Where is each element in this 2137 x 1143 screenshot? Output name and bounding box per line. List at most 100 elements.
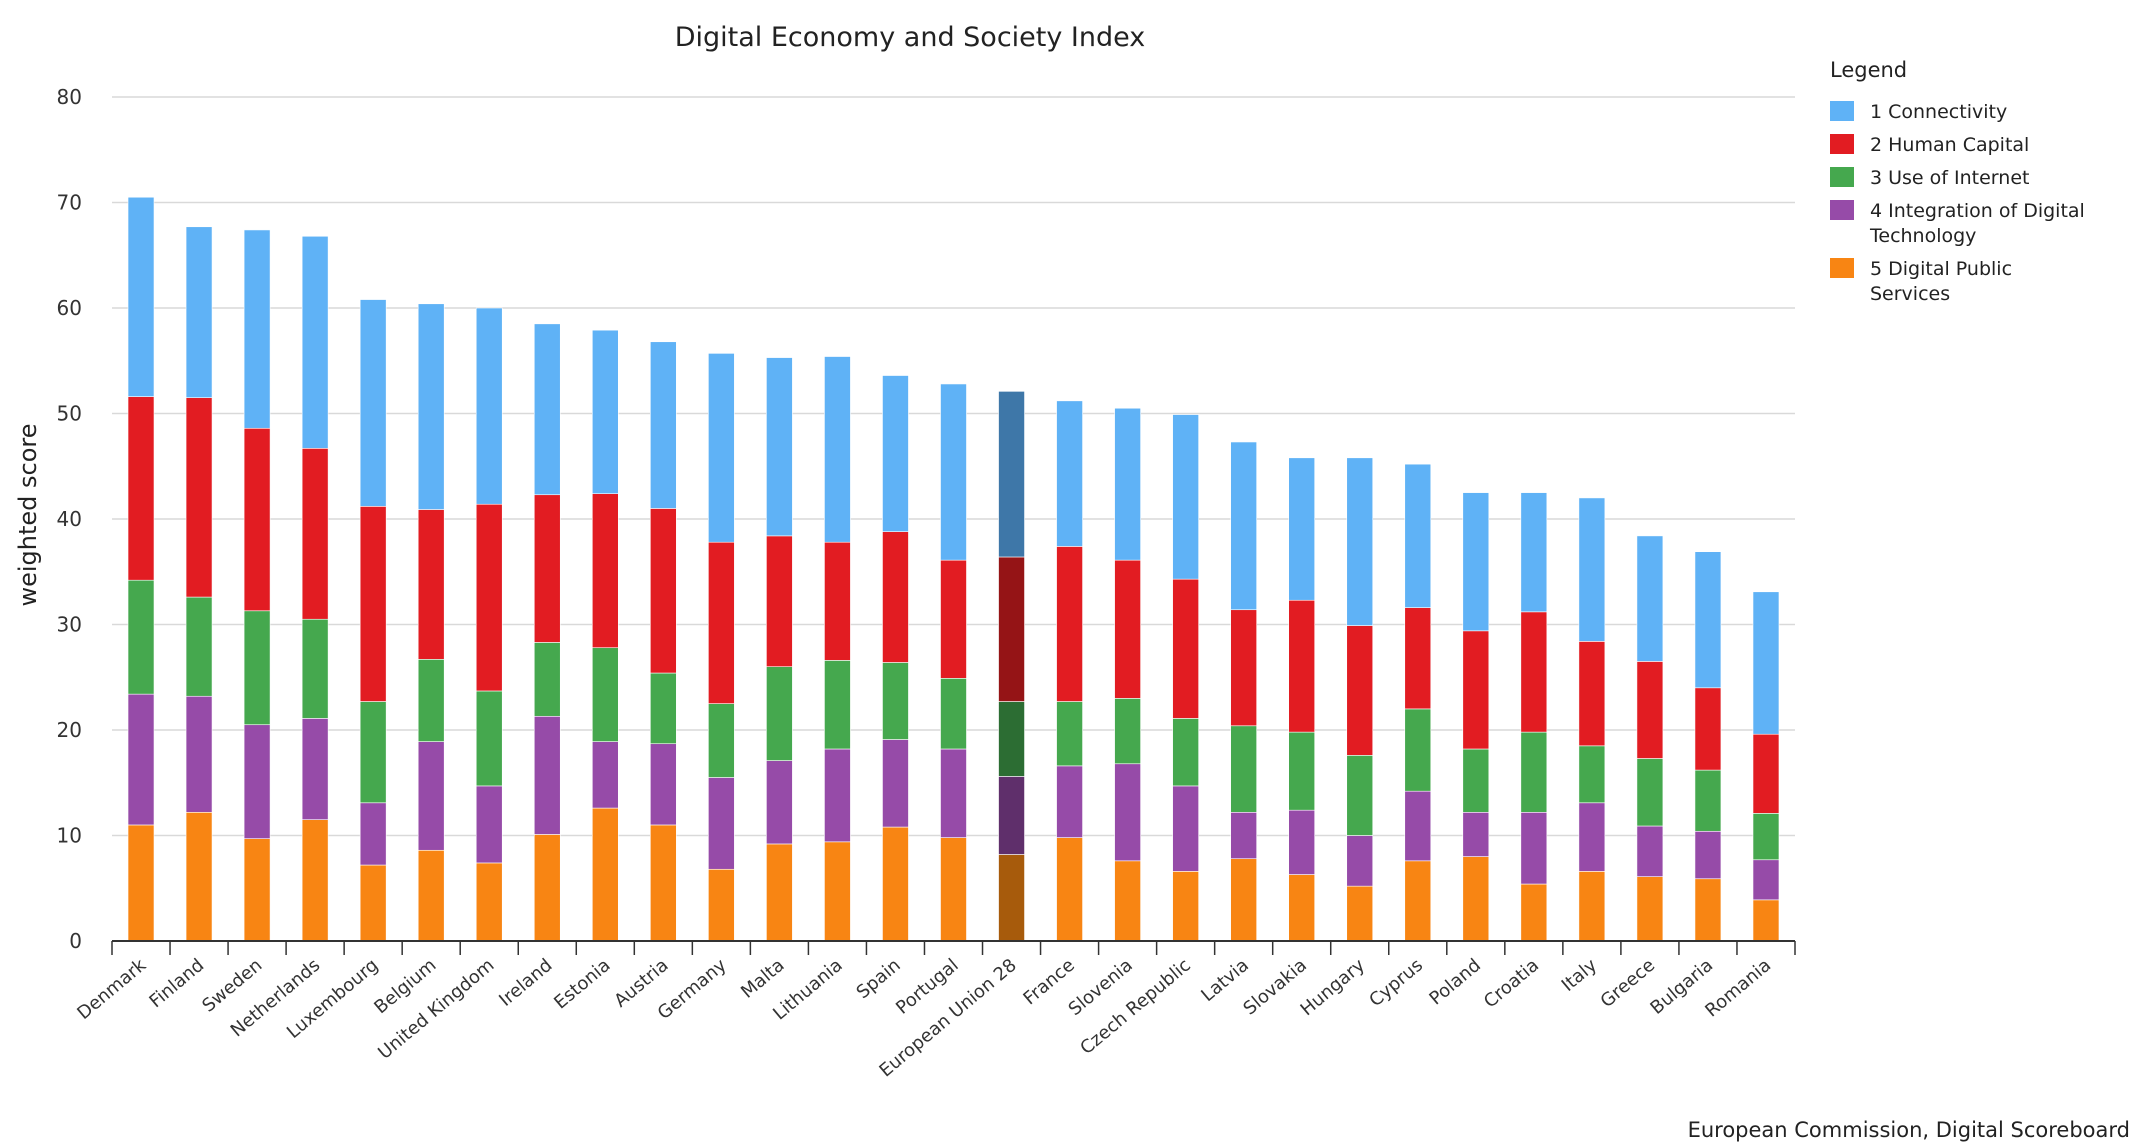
bars [127,196,1780,942]
bar-segment [1404,860,1432,942]
bar-segment [1230,609,1257,727]
bar-segment [998,776,1025,855]
bar-segment [1636,876,1664,942]
y-tick-label: 70 [57,191,82,215]
bar-segment [1288,457,1316,601]
bar-segment [1288,731,1316,811]
bar-segment [1288,599,1316,733]
bar-segment [940,383,967,561]
bar-segment [1288,809,1316,875]
bar-segment [824,356,851,543]
bar-segment [1114,860,1141,942]
bar-segment [1462,492,1490,632]
y-tick-label: 20 [57,718,82,742]
bar-segment [243,229,271,429]
bar-segment [417,303,445,510]
bar-segment [1346,625,1374,756]
chart-title: Digital Economy and Society Index [675,22,1146,53]
bar-segment [708,353,735,543]
legend-item: 5 Digital Public Services [1830,258,2012,305]
legend-label-line: Technology [1869,225,1976,247]
legend-item: 4 Integration of Digital Technology [1830,200,2085,247]
bar-segment [1230,811,1257,860]
bar-segment [127,579,155,695]
bar-segment [1404,463,1432,608]
bar-segment [185,695,213,813]
bar-segment [185,811,213,942]
bar-segment [185,226,213,398]
bar-segment [1578,871,1606,942]
bar-segment [1636,758,1664,827]
bar-segment [882,739,909,828]
bar-segment [1230,858,1257,942]
legend-label: 3 Use of Internet [1870,167,2029,189]
bar-segment [1578,641,1606,747]
bar-segment [417,509,445,660]
bar-segment [533,323,561,496]
bar-segment [650,672,677,745]
bar-segment [127,824,155,942]
bar-segment [1172,718,1199,787]
legend-title: Legend [1830,58,1907,82]
bar-segment [301,448,329,620]
legend-label-line: 5 Digital Public [1870,258,2012,280]
bar-segment [708,703,735,778]
bar-segment [1752,591,1780,735]
bar-segment [824,841,851,942]
bar-segment [1578,802,1606,872]
bar-segment [940,678,967,750]
bar-segment [417,659,445,742]
legend-item: 1 Connectivity [1830,101,2007,123]
bar-segment [1404,708,1432,792]
bar-segment [766,535,793,668]
x-tick-label: Italy [1558,955,1602,996]
bar-segment [1462,630,1490,750]
y-axis-title: weighted score [14,423,42,606]
legend-label-line: Services [1870,283,1950,305]
bar-segment [824,748,851,843]
bar-segment [1172,578,1199,719]
bar-segment [824,660,851,750]
bar-segment [940,559,967,679]
bar-segment [1694,878,1722,942]
legend-label: 4 Integration of Digital Technology [1869,200,2085,247]
bar-segment [185,397,213,598]
bar-segment [650,341,677,509]
bar-segment [1578,497,1606,642]
legend-label-line: 2 Human Capital [1870,134,2029,156]
bar-segment [1346,835,1374,887]
bar-segment [708,541,735,704]
bar-segment [591,493,619,649]
bar-segment [243,610,271,726]
x-tick-label: Poland [1425,955,1485,1010]
bar-segment [1346,885,1374,942]
bar-segment [1520,811,1548,885]
bar-segment [1172,871,1199,942]
bar-segment [998,854,1025,942]
bar-segment [824,541,851,661]
bar-segment [882,826,909,942]
bar-segment [475,862,503,942]
legend-item: 2 Human Capital [1830,134,2029,156]
bar-segment [1752,859,1780,901]
x-tick-label: Malta [737,955,789,1003]
bar-segment [1462,748,1490,813]
legend-label-line: 1 Connectivity [1870,101,2007,123]
bar-segment [359,802,387,866]
bar-segment [1462,811,1490,857]
bar-segment [243,838,271,942]
bar-segment [1752,813,1780,861]
bar-segment [882,531,909,663]
legend-swatch [1830,258,1854,278]
bar-segment [1404,790,1432,862]
x-tick-label: Estonia [550,955,614,1014]
bar-segment [1346,457,1374,626]
x-tick-label: Cyprus [1365,955,1427,1011]
bar-segment [1694,551,1722,689]
legend-label: 2 Human Capital [1870,134,2029,156]
y-tick-label: 30 [57,613,82,637]
chart-credit: European Commission, Digital Scoreboard [1688,1118,2130,1142]
legend-label: 5 Digital Public Services [1870,258,2012,305]
x-tick-label: Hungary [1297,955,1370,1021]
